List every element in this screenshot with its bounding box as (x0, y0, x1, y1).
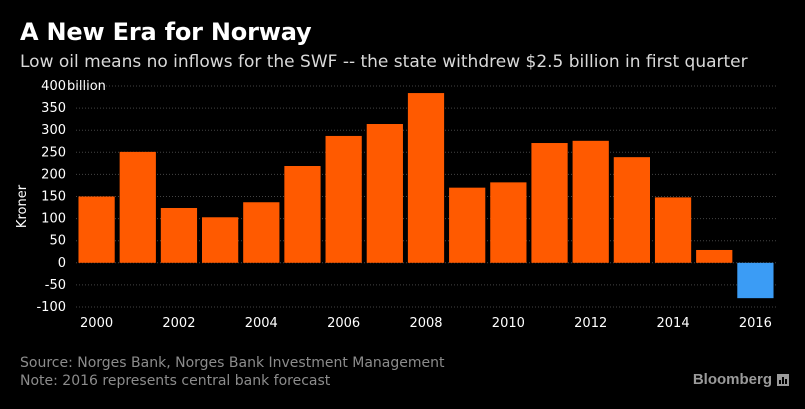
bar-2007 (366, 124, 403, 263)
y-tick-label: -100 (36, 300, 66, 315)
y-tick-label: 200 (41, 167, 66, 182)
bar-2010 (490, 182, 527, 263)
bloomberg-chart-icon (777, 373, 789, 386)
bar-2000 (78, 196, 115, 263)
brand-name: Bloomberg (692, 371, 772, 388)
source-note: Source: Norges Bank, Norges Bank Investm… (20, 355, 445, 371)
y-tick-label: -50 (45, 278, 66, 293)
x-tick-label: 2006 (327, 316, 360, 331)
bar-2006 (325, 135, 362, 263)
y-axis-title: Kroner (15, 184, 30, 228)
bar-2008 (407, 93, 445, 263)
y-tick-label: 300 (41, 123, 66, 138)
x-tick-label: 2004 (245, 316, 278, 331)
y-tick-label: 400 (41, 79, 66, 94)
y-tick-label: 50 (49, 234, 66, 249)
chart-title: A New Era for Norway (20, 18, 312, 46)
y-tick-label: 250 (41, 145, 66, 160)
x-tick-label: 2000 (80, 316, 113, 331)
x-tick-label: 2002 (162, 316, 195, 331)
bar-2009 (449, 187, 486, 263)
x-tick-label: 2016 (739, 316, 772, 331)
bar-2011 (531, 143, 568, 263)
bar-2014 (654, 197, 692, 263)
bar-2001 (119, 151, 156, 263)
x-tick-label: 2012 (574, 316, 607, 331)
bar-2004 (243, 202, 280, 263)
bar-2013 (613, 157, 650, 263)
bar-2005 (284, 166, 321, 263)
bloomberg-logo: Bloomberg (693, 371, 789, 388)
chart-subtitle: Low oil means no inflows for the SWF -- … (20, 52, 748, 72)
bar-2015 (696, 249, 733, 263)
bar-forecast-2016 (737, 262, 774, 299)
bar-2002 (160, 207, 198, 263)
y-tick-label: 0 (58, 256, 66, 271)
x-tick-label: 2008 (409, 316, 442, 331)
forecast-note: Note: 2016 represents central bank forec… (20, 373, 331, 389)
y-tick-label: 150 (41, 190, 66, 205)
x-tick-label: 2014 (657, 316, 690, 331)
y-unit-label: billion (67, 79, 106, 94)
y-tick-label: 100 (41, 212, 66, 227)
y-tick-label: 350 (41, 101, 66, 116)
bar-2012 (572, 140, 609, 263)
bar-2003 (202, 217, 239, 263)
x-tick-label: 2010 (492, 316, 525, 331)
